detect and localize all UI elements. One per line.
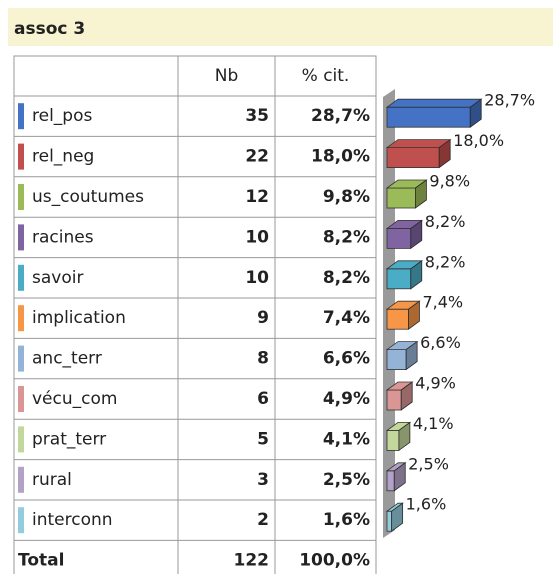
bar-side-shade: [401, 382, 413, 410]
color-swatch: [18, 386, 24, 412]
color-swatch: [18, 466, 24, 493]
pct-cell: 6,6%: [323, 349, 370, 369]
bar-side: [469, 98, 482, 128]
row-label: implication: [32, 308, 126, 328]
bar-side-shade: [410, 220, 422, 249]
bar: [386, 308, 409, 330]
color-swatch: [18, 184, 24, 210]
bar-side: [405, 340, 418, 371]
color-swatch: [18, 305, 24, 332]
nb-cell: 10: [245, 268, 269, 288]
nb-cell: 5: [257, 429, 269, 449]
bar-side: [400, 381, 413, 411]
bar-side-shade: [406, 341, 418, 370]
bar-label: 6,6%: [420, 333, 461, 352]
color-swatch: [18, 224, 24, 251]
row-label: us_coutumes: [32, 187, 144, 207]
bar-label: 8,2%: [425, 212, 466, 231]
bar-label: 1,6%: [406, 495, 447, 514]
bar-label: 28,7%: [484, 91, 535, 110]
color-swatch: [18, 103, 24, 130]
bar-side: [398, 421, 411, 452]
pct-cell: 1,6%: [323, 510, 370, 530]
bar-side-shade: [408, 301, 420, 330]
row-label: rel_pos: [32, 106, 92, 126]
bar: [386, 389, 402, 411]
bar-label: 8,2%: [425, 252, 466, 271]
total-label: Total: [18, 551, 64, 571]
title-bar: [8, 8, 553, 46]
row-label: anc_terr: [32, 349, 102, 369]
nb-cell: 2: [257, 510, 269, 530]
header-cell: Nb: [215, 66, 239, 86]
row-label: rel_neg: [32, 147, 94, 167]
bar-side-shade: [470, 99, 482, 128]
bar-side: [408, 300, 420, 330]
bar-label: 9,8%: [429, 172, 470, 191]
bar-side: [410, 219, 423, 250]
bar: [386, 510, 393, 532]
row-label: prat_terr: [32, 429, 106, 449]
row-label: vécu_com: [32, 389, 117, 409]
bar-label: 4,9%: [415, 374, 456, 393]
bar: [386, 349, 407, 371]
bar-top: [385, 98, 483, 108]
color-swatch: [18, 143, 24, 170]
row-label: racines: [32, 227, 94, 247]
color-swatch: [18, 264, 24, 291]
bar: [386, 147, 440, 169]
nb-cell: 3: [257, 470, 269, 490]
nb-cell: 10: [245, 227, 269, 247]
pct-cell: 8,2%: [323, 268, 370, 288]
row-label: rural: [32, 470, 72, 490]
bar-side-shade: [415, 180, 427, 208]
bar-side: [393, 462, 406, 492]
bar-side: [391, 502, 404, 532]
row-label: interconn: [32, 510, 113, 530]
nb-cell: 22: [245, 147, 269, 167]
nb-cell: 12: [245, 187, 269, 207]
bar: [386, 470, 395, 492]
pct-cell: 4,9%: [323, 389, 370, 409]
pct-cell: 8,2%: [323, 227, 370, 247]
bar-label: 4,1%: [413, 414, 454, 433]
color-swatch: [18, 507, 24, 534]
nb-cell: 6: [257, 389, 269, 409]
color-swatch: [18, 345, 24, 372]
bar-label: 7,4%: [422, 293, 463, 312]
pct-cell: 2,5%: [323, 470, 370, 490]
bar: [386, 187, 416, 209]
total-pct: 100,0%: [299, 551, 370, 571]
nb-cell: 8: [257, 349, 269, 369]
bar-side-shade: [394, 462, 406, 491]
header-cell: % cit.: [302, 66, 350, 86]
bar: [386, 268, 412, 290]
pct-cell: 28,7%: [311, 106, 370, 126]
pct-cell: 9,8%: [323, 187, 370, 207]
nb-cell: 9: [257, 308, 269, 328]
title: assoc 3: [14, 19, 85, 39]
pct-cell: 4,1%: [323, 429, 370, 449]
pct-cell: 18,0%: [311, 147, 370, 167]
bar: [386, 227, 412, 249]
nb-cell: 35: [245, 106, 269, 126]
bar-label: 2,5%: [408, 454, 449, 473]
row-label: savoir: [32, 268, 83, 288]
bar: [386, 429, 400, 451]
total-nb: 122: [234, 551, 270, 571]
bar-side-shade: [439, 139, 451, 168]
bar-side-shade: [398, 422, 410, 451]
table-border: [13, 55, 377, 574]
bar-side-shade: [410, 260, 422, 289]
bar-side: [438, 138, 451, 169]
bar-side: [415, 179, 427, 209]
bar-side-shade: [391, 503, 403, 532]
pct-cell: 7,4%: [323, 308, 370, 328]
bar-side: [410, 260, 423, 290]
color-swatch: [18, 426, 24, 453]
bar-label: 18,0%: [453, 131, 504, 150]
bar: [386, 106, 471, 128]
